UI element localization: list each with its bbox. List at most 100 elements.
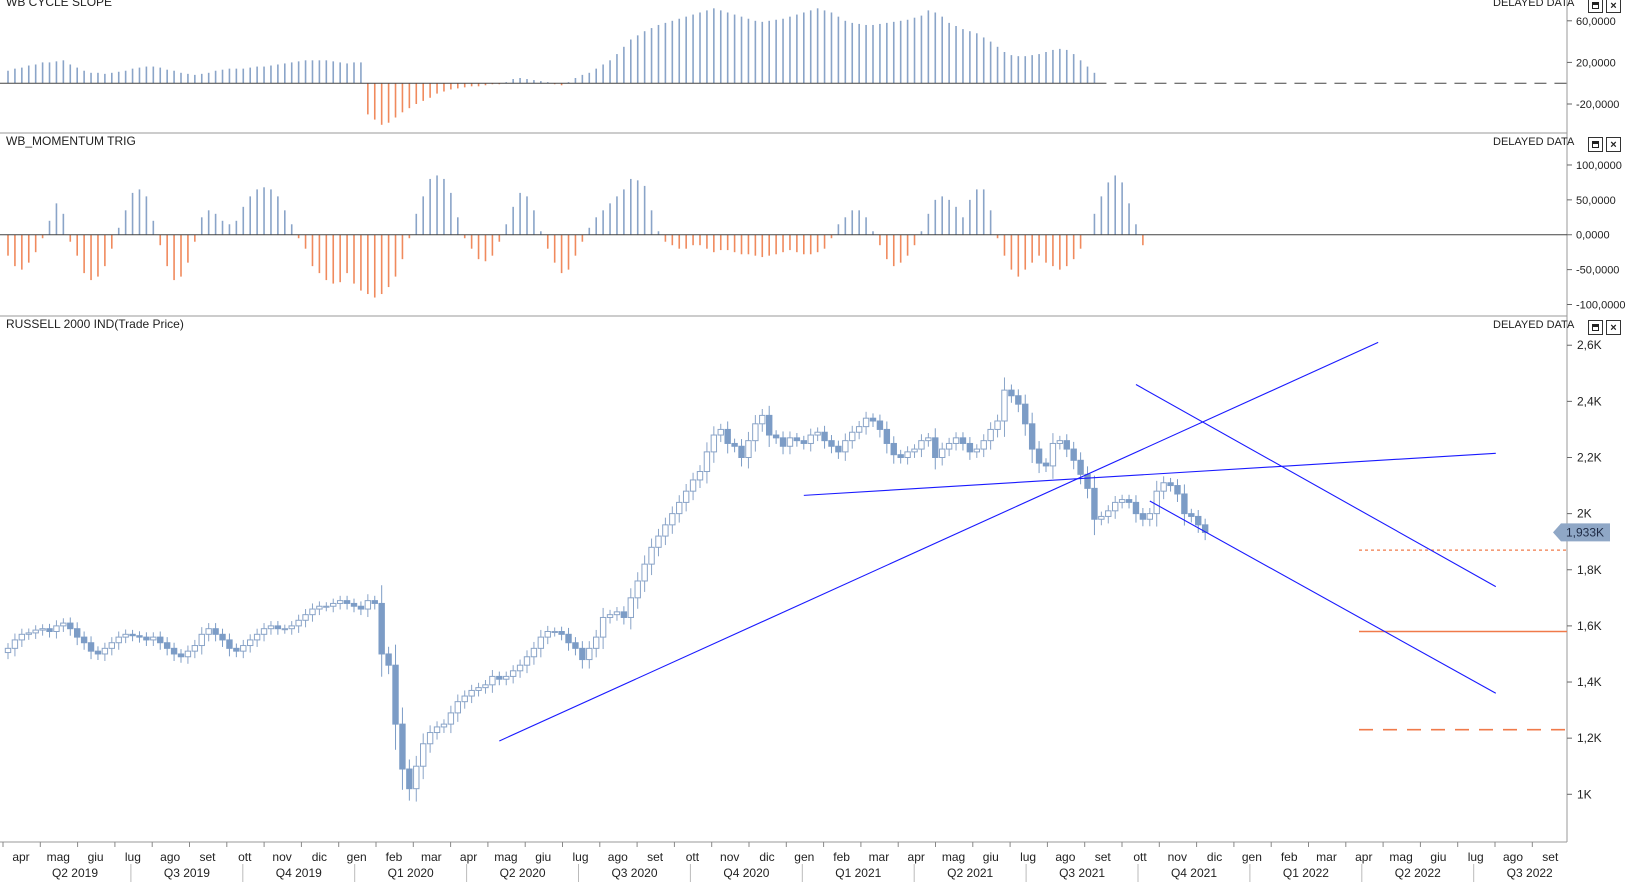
candle — [973, 448, 980, 453]
candle — [274, 625, 282, 630]
month-label: lug — [1468, 850, 1484, 864]
quarter-label: Q2 2019 — [52, 866, 98, 880]
month-label: ago — [160, 850, 180, 864]
month-label: mar — [1316, 850, 1337, 864]
month-label: apr — [12, 850, 29, 864]
month-label: set — [199, 850, 216, 864]
candle — [454, 701, 462, 714]
candle — [1035, 448, 1043, 464]
candle — [682, 490, 690, 503]
quarter-label: Q2 2022 — [1395, 866, 1441, 880]
candle — [18, 633, 26, 641]
candle — [724, 428, 731, 444]
candle — [696, 471, 704, 481]
cycle-close-icon[interactable]: × — [1606, 0, 1621, 13]
candle — [1112, 501, 1119, 512]
month-label: set — [647, 850, 664, 864]
candle — [897, 454, 904, 458]
candle — [350, 602, 358, 607]
candle — [1070, 448, 1077, 461]
candle — [1188, 513, 1195, 517]
candle — [759, 414, 766, 425]
candle — [170, 647, 178, 655]
candle — [253, 633, 261, 641]
trendline — [1135, 384, 1497, 588]
candle — [129, 633, 136, 637]
candle — [904, 451, 911, 458]
momentum-delayed-label: DELAYED DATA — [1493, 136, 1575, 148]
candle — [295, 619, 302, 627]
quarter-label: Q4 2019 — [276, 866, 322, 880]
candle — [842, 440, 849, 453]
quarter-label: Q1 2020 — [388, 866, 434, 880]
candle — [1084, 473, 1091, 489]
price-y-tick-label: 1,4K — [1577, 675, 1602, 689]
candle — [143, 636, 150, 641]
month-label: set — [1542, 850, 1559, 864]
candle — [32, 629, 39, 634]
month-label: ott — [686, 850, 700, 864]
candle — [426, 732, 434, 745]
month-label: mag — [1389, 850, 1412, 864]
candle — [1105, 510, 1112, 517]
candle — [862, 417, 870, 428]
candle — [572, 642, 579, 649]
candle — [260, 628, 268, 635]
month-label: dic — [312, 850, 327, 864]
candle — [288, 625, 295, 630]
price-close-icon[interactable]: × — [1606, 320, 1621, 335]
month-label: feb — [386, 850, 403, 864]
candle — [1015, 395, 1022, 405]
candle — [39, 628, 46, 631]
candle — [828, 440, 835, 447]
momentum-maximize-icon[interactable] — [1588, 137, 1603, 152]
momentum-close-icon[interactable]: × — [1606, 137, 1621, 152]
candle — [461, 695, 468, 703]
cycle-delayed-label: DELAYED DATA — [1493, 0, 1575, 9]
candle — [925, 437, 932, 442]
candle — [11, 639, 19, 649]
month-label: nov — [272, 850, 291, 864]
candle — [1077, 459, 1084, 475]
candle — [108, 642, 115, 649]
candle — [793, 437, 801, 442]
month-label: gen — [347, 850, 367, 864]
candle — [641, 563, 648, 582]
candle — [60, 622, 67, 627]
candle — [316, 605, 323, 610]
candle — [551, 631, 558, 634]
last-price-label: 1,933K — [1566, 525, 1604, 539]
candle — [890, 442, 897, 456]
candle — [814, 431, 821, 436]
quarter-label: Q3 2020 — [611, 866, 657, 880]
month-label: ott — [1133, 850, 1147, 864]
candle — [267, 625, 275, 630]
candle — [800, 440, 807, 444]
candle — [157, 636, 164, 644]
candle — [544, 631, 551, 638]
candle — [669, 513, 676, 526]
candle — [772, 434, 780, 439]
price-maximize-icon[interactable] — [1588, 320, 1603, 335]
candle — [371, 600, 378, 604]
candle — [302, 614, 309, 621]
quarter-label: Q3 2019 — [164, 866, 210, 880]
cycle-maximize-icon[interactable] — [1588, 0, 1603, 13]
candle — [869, 417, 877, 422]
candle — [1153, 490, 1160, 515]
month-label: lug — [1020, 850, 1036, 864]
candle — [738, 445, 745, 458]
price-y-tick-label: 1K — [1577, 787, 1592, 801]
month-label: giu — [88, 850, 104, 864]
candle — [586, 647, 593, 661]
month-label: ago — [608, 850, 628, 864]
candle — [357, 605, 365, 610]
candle — [496, 675, 503, 680]
month-label: dic — [1207, 850, 1222, 864]
candle — [1028, 423, 1036, 450]
month-label: giu — [983, 850, 999, 864]
quarter-label: Q2 2020 — [500, 866, 546, 880]
candle — [101, 647, 109, 655]
month-label: gen — [1242, 850, 1262, 864]
candle — [593, 636, 600, 649]
